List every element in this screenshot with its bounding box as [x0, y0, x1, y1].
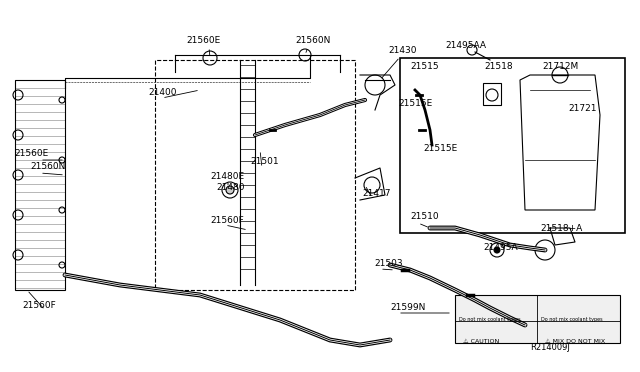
Text: 21515E: 21515E	[423, 144, 457, 153]
Text: 21599N: 21599N	[390, 304, 426, 312]
Bar	[400, 58, 625, 233]
Text: 21480: 21480	[216, 183, 244, 192]
Text: 21510: 21510	[410, 212, 438, 221]
Text: 21515E: 21515E	[398, 99, 432, 108]
Bar	[15, 80, 65, 290]
Bar	[155, 60, 355, 290]
Text: ⚠ MIX DO NOT MIX: ⚠ MIX DO NOT MIX	[545, 339, 605, 344]
Text: Do not mix coolant types: Do not mix coolant types	[459, 317, 520, 322]
Text: R214009J: R214009J	[530, 343, 570, 352]
Text: 21400: 21400	[148, 87, 177, 96]
Text: 21560E: 21560E	[186, 35, 220, 45]
Text: 21721: 21721	[568, 103, 596, 112]
Text: 21480E: 21480E	[210, 171, 244, 180]
Text: 21515: 21515	[410, 61, 438, 71]
Bar	[483, 83, 501, 105]
Text: 21430: 21430	[388, 45, 417, 55]
Text: 21501: 21501	[250, 157, 278, 166]
Text: 21560E: 21560E	[14, 148, 48, 157]
Text: 21560F: 21560F	[22, 301, 56, 310]
Text: 21560F: 21560F	[210, 215, 244, 224]
Text: 21560N: 21560N	[295, 35, 330, 45]
Bar	[455, 295, 620, 343]
Text: 21495A: 21495A	[483, 244, 518, 253]
Text: ⚠ CAUTION: ⚠ CAUTION	[463, 339, 499, 344]
Circle shape	[494, 247, 500, 253]
Text: 21518+A: 21518+A	[540, 224, 582, 232]
Circle shape	[226, 186, 234, 194]
Text: 21560N: 21560N	[30, 161, 65, 170]
Text: 21503: 21503	[374, 259, 403, 267]
Text: 21712M: 21712M	[542, 61, 579, 71]
Text: 21417: 21417	[362, 189, 390, 198]
Text: 21518: 21518	[484, 61, 513, 71]
Text: Do not mix coolant types: Do not mix coolant types	[541, 317, 603, 322]
Text: 21495AA: 21495AA	[445, 41, 486, 49]
